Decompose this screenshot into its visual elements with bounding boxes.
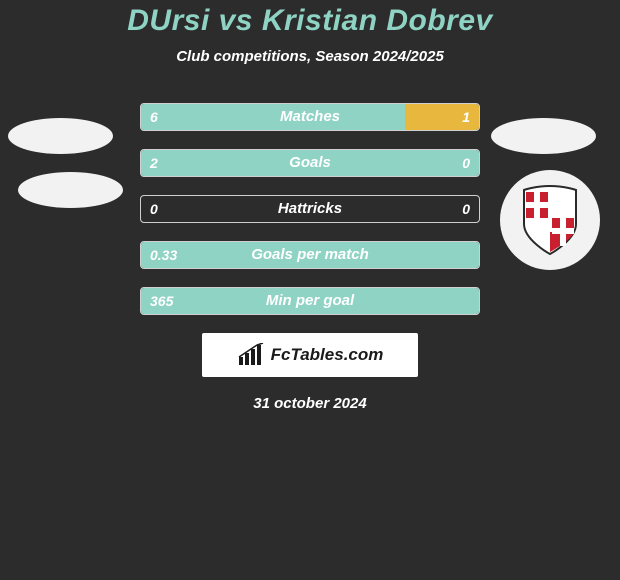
stat-row: 20Goals xyxy=(0,149,620,177)
comparison-infographic: DUrsi vs Kristian Dobrev Club competitio… xyxy=(0,0,620,412)
stat-label: Goals per match xyxy=(140,241,480,269)
stat-row: 365Min per goal xyxy=(0,287,620,315)
date-text: 31 october 2024 xyxy=(0,395,620,412)
page-title: DUrsi vs Kristian Dobrev xyxy=(0,4,620,38)
stat-label: Hattricks xyxy=(140,195,480,223)
bar-chart-icon xyxy=(237,343,265,367)
stat-rows: 61Matches 20Goals 00Hattricks 0.33Goals per… xyxy=(0,103,620,315)
stat-row: 0.33Goals per match xyxy=(0,241,620,269)
subtitle: Club competitions, Season 2024/2025 xyxy=(0,48,620,65)
stat-label: Goals xyxy=(140,149,480,177)
logo-text: FcTables.com xyxy=(271,345,384,365)
stat-row: 61Matches xyxy=(0,103,620,131)
stat-label: Matches xyxy=(140,103,480,131)
stat-label: Min per goal xyxy=(140,287,480,315)
stat-row: 00Hattricks xyxy=(0,195,620,223)
fctables-logo: FcTables.com xyxy=(202,333,418,377)
